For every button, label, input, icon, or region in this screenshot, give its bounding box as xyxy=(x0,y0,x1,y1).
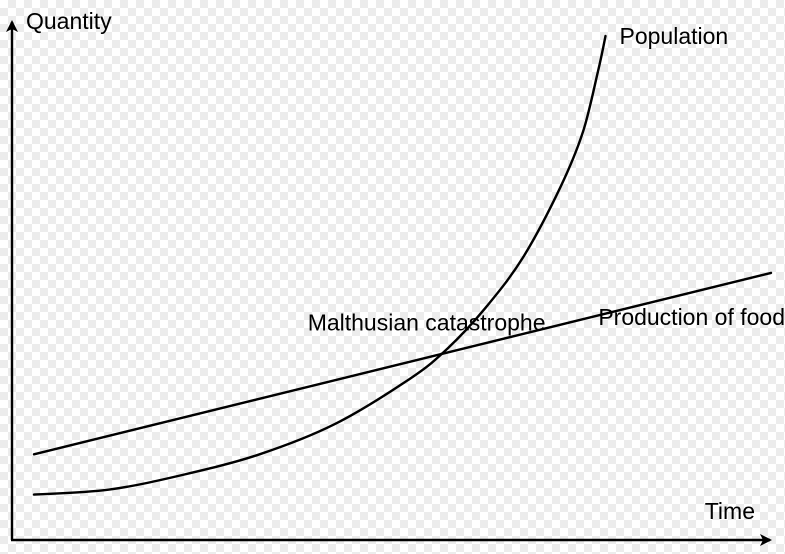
x-axis-label: Time xyxy=(705,498,755,524)
series-line-production-of-food xyxy=(32,271,773,456)
y-axis-label: Quantity xyxy=(26,8,112,34)
label-layer: Population Production of food Malthusian c… xyxy=(308,23,785,336)
series-line-population xyxy=(32,34,607,496)
series-label-production-of-food: Production of food xyxy=(598,304,785,330)
series-layer xyxy=(32,34,773,496)
series-label-population: Population xyxy=(620,23,729,49)
annotation-malthusian-catastrophe: Malthusian catastrophe xyxy=(308,310,546,336)
